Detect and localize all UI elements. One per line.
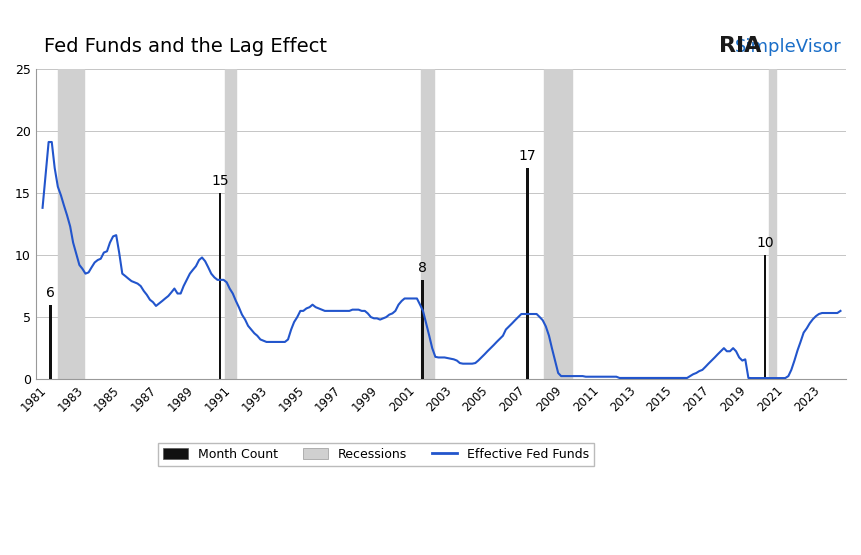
Bar — [421, 280, 424, 379]
Legend: Month Count, Recessions, Effective Fed Funds: Month Count, Recessions, Effective Fed F… — [158, 443, 594, 466]
Text: SimpleVisor: SimpleVisor — [735, 38, 842, 56]
Bar — [769, 69, 776, 379]
Bar — [764, 255, 766, 379]
Text: 17: 17 — [518, 149, 536, 163]
Bar — [219, 193, 221, 379]
Text: 10: 10 — [756, 236, 774, 250]
Text: Fed Funds and the Lag Effect: Fed Funds and the Lag Effect — [44, 37, 327, 56]
Bar — [226, 69, 237, 379]
Text: RIA: RIA — [719, 36, 761, 56]
Text: 8: 8 — [418, 261, 427, 275]
Bar — [544, 69, 572, 379]
Text: 6: 6 — [46, 286, 55, 300]
Text: 15: 15 — [211, 174, 229, 188]
Bar — [49, 305, 52, 379]
Bar — [58, 69, 84, 379]
Bar — [526, 168, 529, 379]
Bar — [421, 69, 433, 379]
